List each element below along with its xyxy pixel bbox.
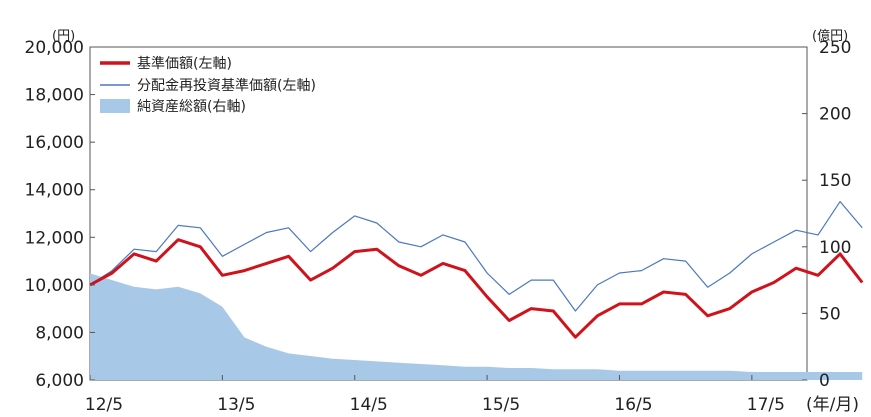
left-tick-label: 16,000 [25, 133, 84, 153]
right-tick-label: 200 [819, 105, 851, 125]
right-tick-label: 50 [819, 304, 841, 324]
x-tick-label: 17/5 [747, 395, 785, 415]
right-tick-label: 150 [819, 171, 851, 191]
reinvested-nav-line [89, 201, 863, 312]
x-tick-label: 14/5 [350, 395, 388, 415]
left-tick-label: 8,000 [35, 323, 84, 343]
x-tick-label: 12/5 [85, 395, 123, 415]
left-tick-label: 18,000 [25, 86, 84, 106]
right-tick-label: 0 [819, 371, 830, 391]
nav-line [89, 238, 864, 339]
x-tick-label: 16/5 [614, 395, 652, 415]
legend-label-assets: 純資産総額(右軸) [137, 99, 246, 115]
net-assets-area [90, 273, 863, 380]
x-tick-label: 13/5 [217, 395, 255, 415]
left-tick-label: 6,000 [35, 371, 84, 391]
left-tick-label: 10,000 [25, 276, 84, 296]
legend-swatch-assets [100, 99, 130, 113]
left-tick-label: 20,000 [25, 38, 84, 58]
x-axis-ticks: 12/5 13/5 14/5 15/5 16/5 17/5 [85, 375, 785, 415]
legend: 基準価額(左軸) 分配金再投資基準価額(左軸) 純資産総額(右軸) [100, 55, 316, 115]
net-assets-area-layer [90, 273, 863, 380]
right-axis-ticks: 0 50 100 150 200 250 [802, 38, 851, 391]
price-lines-layer [89, 201, 864, 339]
x-tick-label: 15/5 [482, 395, 520, 415]
x-axis-unit: (年/月) [806, 395, 859, 415]
left-tick-label: 12,000 [25, 228, 84, 248]
left-tick-label: 14,000 [25, 181, 84, 201]
left-axis-ticks: 6,000 8,000 10,000 12,000 14,000 16,000 18,000… [25, 38, 95, 391]
left-axis-unit: (円) [52, 29, 75, 44]
right-tick-label: 250 [819, 38, 851, 58]
right-axis-unit: (億円) [812, 28, 848, 44]
legend-label-nav: 基準価額(左軸) [137, 55, 232, 72]
legend-label-reinvested: 分配金再投資基準価額(左軸) [137, 77, 316, 94]
right-tick-label: 100 [819, 238, 851, 258]
